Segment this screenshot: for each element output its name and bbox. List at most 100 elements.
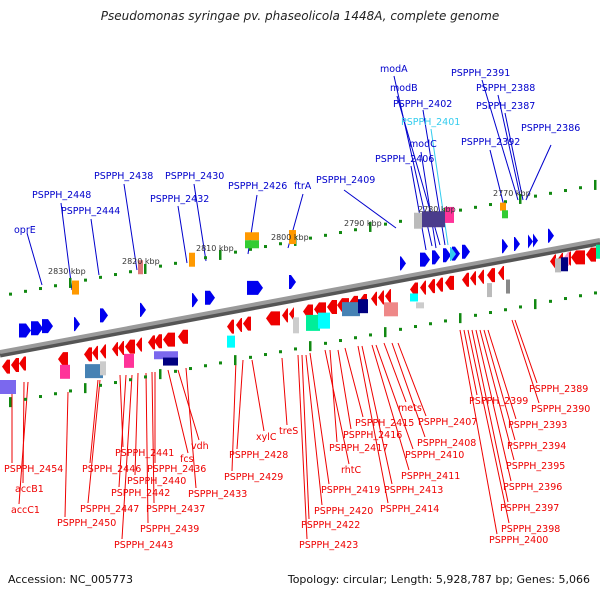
feature-box[interactable] xyxy=(506,279,510,294)
reverse-gene-arrow[interactable] xyxy=(385,289,391,304)
forward-gene-arrow[interactable] xyxy=(247,280,263,295)
reverse-gene-arrow[interactable] xyxy=(84,347,92,362)
reverse-gene-label[interactable]: PSPPH_2420 xyxy=(314,506,373,517)
feature-box[interactable] xyxy=(414,212,422,229)
reverse-gene-label[interactable]: PSPPH_2400 xyxy=(489,535,548,546)
forward-gene-label[interactable]: modC xyxy=(409,139,437,150)
reverse-gene-arrow[interactable] xyxy=(136,337,142,352)
forward-gene-label[interactable]: PSPPH_2401 xyxy=(401,117,460,128)
forward-gene-arrow[interactable] xyxy=(19,323,31,338)
feature-box[interactable] xyxy=(245,240,259,249)
reverse-gene-label[interactable]: PSPPH_2437 xyxy=(146,504,205,515)
forward-gene-label[interactable]: PSPPH_2392 xyxy=(461,137,520,148)
forward-gene-arrow[interactable] xyxy=(400,256,406,271)
reverse-gene-arrow[interactable] xyxy=(428,279,435,294)
feature-box[interactable] xyxy=(189,252,195,267)
reverse-gene-arrow[interactable] xyxy=(92,345,98,360)
reverse-gene-arrow[interactable] xyxy=(462,272,469,287)
reverse-gene-label[interactable]: PSPPH_2450 xyxy=(57,518,116,529)
reverse-gene-label[interactable]: fcs xyxy=(180,454,194,465)
reverse-gene-label[interactable]: treS xyxy=(279,426,298,437)
feature-box[interactable] xyxy=(502,210,508,219)
forward-gene-arrow[interactable] xyxy=(443,248,451,263)
reverse-gene-arrow[interactable] xyxy=(243,316,251,331)
forward-gene-arrow[interactable] xyxy=(548,228,554,243)
reverse-gene-arrow[interactable] xyxy=(236,317,242,332)
forward-gene-arrow[interactable] xyxy=(74,317,80,332)
reverse-gene-label[interactable]: PSPPH_2393 xyxy=(508,420,567,431)
reverse-gene-arrow[interactable] xyxy=(571,250,585,265)
reverse-gene-label[interactable]: PSPPH_2436 xyxy=(147,464,206,475)
reverse-gene-arrow[interactable] xyxy=(266,311,280,326)
feature-box[interactable] xyxy=(289,230,296,245)
forward-gene-arrow[interactable] xyxy=(528,234,533,249)
feature-box[interactable] xyxy=(124,353,134,368)
feature-box[interactable] xyxy=(318,312,330,329)
forward-gene-label[interactable]: PSPPH_2432 xyxy=(150,194,209,205)
reverse-gene-label[interactable]: PSPPH_2389 xyxy=(529,384,588,395)
forward-gene-arrow[interactable] xyxy=(420,252,430,267)
feature-box[interactable] xyxy=(555,258,561,273)
reverse-gene-label[interactable]: PSPPH_2410 xyxy=(405,450,464,461)
reverse-gene-label[interactable]: PSPPH_2417 xyxy=(329,443,388,454)
reverse-gene-label[interactable]: PSPPH_2413 xyxy=(384,485,443,496)
reverse-gene-arrow[interactable] xyxy=(282,308,288,323)
reverse-gene-label[interactable]: PSPPH_2428 xyxy=(229,450,288,461)
reverse-gene-arrow[interactable] xyxy=(227,319,234,334)
reverse-gene-label[interactable]: vdh xyxy=(191,441,209,452)
reverse-gene-label[interactable]: PSPPH_2422 xyxy=(301,520,360,531)
forward-gene-arrow[interactable] xyxy=(452,246,460,261)
feature-box[interactable] xyxy=(72,280,79,295)
forward-gene-arrow[interactable] xyxy=(432,250,440,265)
reverse-gene-label[interactable]: PSPPH_2429 xyxy=(224,472,283,483)
reverse-gene-arrow[interactable] xyxy=(58,352,68,367)
reverse-gene-label[interactable]: PSPPH_2411 xyxy=(401,471,460,482)
reverse-gene-arrow[interactable] xyxy=(420,280,426,295)
forward-gene-label[interactable]: PSPPH_2406 xyxy=(375,154,434,165)
feature-box[interactable] xyxy=(416,302,424,309)
forward-gene-arrow[interactable] xyxy=(42,319,53,334)
reverse-gene-arrow[interactable] xyxy=(100,344,106,359)
forward-gene-arrow[interactable] xyxy=(533,233,538,248)
reverse-gene-label[interactable]: PSPPH_2394 xyxy=(507,441,566,452)
feature-box[interactable] xyxy=(60,364,70,379)
feature-box[interactable] xyxy=(245,232,259,241)
feature-box[interactable] xyxy=(85,364,103,379)
reverse-gene-arrow[interactable] xyxy=(154,334,162,349)
forward-gene-label[interactable]: PSPPH_2444 xyxy=(61,206,120,217)
reverse-gene-label[interactable]: PSPPH_2398 xyxy=(501,524,560,535)
reverse-gene-arrow[interactable] xyxy=(289,307,294,322)
feature-box[interactable] xyxy=(154,351,178,360)
reverse-gene-arrow[interactable] xyxy=(586,247,596,262)
forward-gene-label[interactable]: PSPPH_2387 xyxy=(476,101,535,112)
reverse-gene-label[interactable]: PSPPH_2396 xyxy=(503,482,562,493)
reverse-gene-label[interactable]: PSPPH_2440 xyxy=(127,476,186,487)
reverse-gene-label[interactable]: PSPPH_2390 xyxy=(531,404,590,415)
reverse-gene-label[interactable]: PSPPH_2439 xyxy=(140,524,199,535)
reverse-gene-label[interactable]: PSPPH_2443 xyxy=(114,540,173,551)
forward-gene-arrow[interactable] xyxy=(462,244,470,259)
reverse-gene-label[interactable]: PSPPH_2408 xyxy=(417,438,476,449)
reverse-gene-arrow[interactable] xyxy=(550,254,556,269)
forward-gene-arrow[interactable] xyxy=(502,239,508,254)
feature-box[interactable] xyxy=(138,260,143,275)
feature-box[interactable] xyxy=(163,357,178,366)
forward-gene-arrow[interactable] xyxy=(192,293,198,308)
reverse-gene-label[interactable]: PSPPH_2395 xyxy=(506,461,565,472)
reverse-gene-label[interactable]: accB1 xyxy=(15,484,44,495)
reverse-gene-label[interactable]: PSPPH_2397 xyxy=(500,503,559,514)
reverse-gene-arrow[interactable] xyxy=(148,335,155,350)
feature-box[interactable] xyxy=(596,244,600,259)
reverse-gene-label[interactable]: PSPPH_2454 xyxy=(4,464,63,475)
feature-box[interactable] xyxy=(306,314,320,331)
reverse-gene-label[interactable]: PSPPH_2447 xyxy=(80,504,139,515)
feature-box[interactable] xyxy=(100,361,106,376)
reverse-gene-label[interactable]: xylC xyxy=(256,432,277,443)
forward-gene-label[interactable]: PSPPH_2409 xyxy=(316,175,375,186)
forward-gene-label[interactable]: ftrA xyxy=(294,181,312,192)
feature-box[interactable] xyxy=(293,317,299,334)
reverse-gene-label[interactable]: mets xyxy=(398,403,422,414)
forward-gene-arrow[interactable] xyxy=(31,321,43,336)
forward-gene-label[interactable]: PSPPH_2448 xyxy=(32,190,91,201)
reverse-gene-label[interactable]: PSPPH_2415 xyxy=(355,418,414,429)
